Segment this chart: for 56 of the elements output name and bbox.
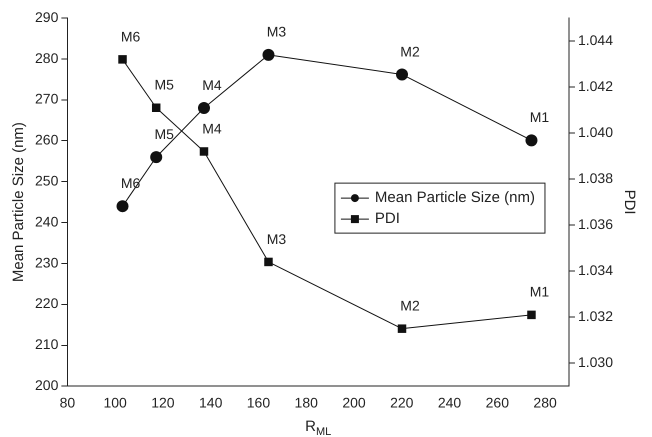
point <box>396 68 408 80</box>
legend-label: PDI <box>374 210 400 228</box>
x-tick-label: 260 <box>486 394 510 410</box>
y-axis-title: Mean Particle Size (nm) <box>10 122 28 282</box>
x-tick-label: 240 <box>438 394 462 410</box>
point <box>262 48 274 61</box>
y2-axis-title: PDI <box>620 190 638 215</box>
y2-tick-label: 1.030 <box>578 354 614 370</box>
y-tick-label: 260 <box>35 132 59 148</box>
x-tick-label: 160 <box>246 394 270 410</box>
data-label: M4 <box>202 120 222 136</box>
data-label: M3 <box>266 24 286 40</box>
y2-tick-label: 1.036 <box>578 216 614 232</box>
y-tick-label: 250 <box>35 172 59 189</box>
x-tick-label: 140 <box>198 394 223 410</box>
y-tick-label: 290 <box>35 8 59 25</box>
y-tick-label: 270 <box>35 90 59 107</box>
x-tick-label: 120 <box>151 394 175 410</box>
point <box>150 151 162 164</box>
y2-tick-label: 1.034 <box>578 262 614 278</box>
point <box>264 258 273 266</box>
x-tick-label: 220 <box>390 394 414 410</box>
y2-tick-label: 1.038 <box>578 170 614 186</box>
y-tick-label: 280 <box>35 50 59 66</box>
legend-label: Mean Particle Size (nm) <box>374 189 535 206</box>
data-label: M1 <box>530 284 550 300</box>
point <box>527 310 536 320</box>
x-tick-label: 180 <box>294 394 318 410</box>
point <box>525 134 538 146</box>
y2-tick-label: 1.044 <box>578 32 614 48</box>
point <box>116 200 129 212</box>
data-label: M4 <box>202 76 222 93</box>
y-tick-label: 210 <box>35 336 59 352</box>
point <box>152 104 160 112</box>
x-tick-label: 100 <box>103 394 128 410</box>
point <box>198 102 210 114</box>
point <box>398 324 406 333</box>
y-tick-label: 220 <box>35 295 59 312</box>
data-label: M3 <box>266 230 286 247</box>
data-label: M2 <box>400 43 420 60</box>
data-label: M2 <box>400 298 420 314</box>
y-tick-label: 230 <box>35 254 59 270</box>
x-tick-label: 200 <box>342 394 366 410</box>
y-tick-label: 200 <box>35 377 59 394</box>
point <box>118 55 127 64</box>
data-label: M6 <box>120 28 140 44</box>
data-label: M5 <box>154 126 174 142</box>
y2-tick-label: 1.032 <box>578 308 614 324</box>
point <box>200 147 208 156</box>
data-label: M5 <box>154 76 174 93</box>
x-tick-label: 80 <box>60 394 76 410</box>
y2-tick-label: 1.042 <box>578 78 614 94</box>
y-tick-label: 240 <box>35 213 59 230</box>
data-label: M1 <box>530 109 550 126</box>
x-tick-label: 280 <box>533 394 557 410</box>
y2-tick-label: 1.040 <box>578 124 614 140</box>
